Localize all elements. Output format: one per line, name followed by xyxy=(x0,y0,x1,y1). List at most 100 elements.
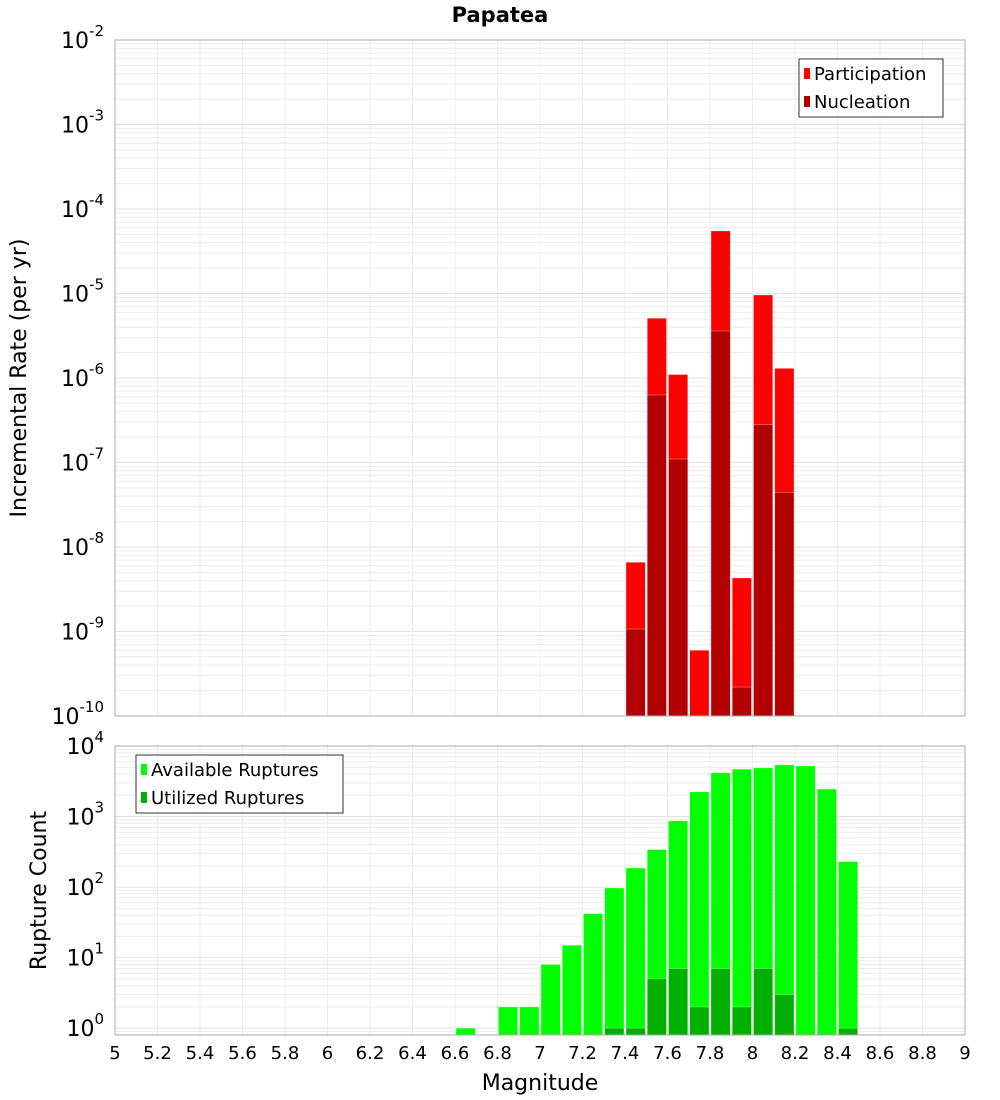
bar-available-ruptures xyxy=(561,944,582,1036)
bar-utilized-ruptures xyxy=(774,994,795,1036)
x-tick-label: 8.8 xyxy=(908,1043,937,1064)
x-tick-label: 5.8 xyxy=(271,1043,300,1064)
bar-available-ruptures xyxy=(731,768,752,1036)
bar-available-ruptures xyxy=(604,887,625,1036)
plot-border xyxy=(114,39,966,717)
legend: Available Ruptures Utilized Ruptures xyxy=(135,754,344,814)
bar-utilized-ruptures xyxy=(689,1006,710,1036)
y-tick-base: 10 xyxy=(61,198,89,223)
y-tick-exponent: -6 xyxy=(89,360,104,378)
y-axis-label: Rupture Count xyxy=(27,811,52,971)
y-tick-label: 102 xyxy=(66,869,104,901)
y-tick-label: 100 xyxy=(66,1010,104,1042)
bar-available-ruptures xyxy=(455,1027,476,1036)
bar-nucleation xyxy=(753,424,774,717)
y-tick-base: 10 xyxy=(66,876,94,901)
y-tick-base: 10 xyxy=(66,947,94,972)
x-tick-label: 7 xyxy=(534,1043,545,1064)
bar-utilized-ruptures xyxy=(753,968,774,1036)
bar-nucleation xyxy=(731,686,752,717)
y-tick-exponent: 0 xyxy=(94,1010,104,1028)
y-tick-label: 10-2 xyxy=(61,22,104,54)
bar-available-ruptures xyxy=(498,1006,519,1036)
x-tick-label: 8.2 xyxy=(781,1043,810,1064)
bar-available-ruptures xyxy=(540,964,561,1036)
y-tick-label: 10-7 xyxy=(61,445,104,477)
y-tick-exponent: 3 xyxy=(94,799,104,817)
bar-utilized-ruptures xyxy=(604,1027,625,1036)
x-axis-label: Magnitude xyxy=(482,1071,599,1096)
y-tick-base: 10 xyxy=(61,621,89,646)
bar-participation xyxy=(689,649,710,717)
legend-box xyxy=(135,754,344,814)
plot-panel-0: 10-1010-910-810-710-610-510-410-310-2Inc… xyxy=(7,22,966,730)
y-tick-base: 10 xyxy=(66,735,94,760)
y-axis-label: Incremental Rate (per yr) xyxy=(7,239,32,518)
y-tick-exponent: -2 xyxy=(89,22,104,40)
y-tick-exponent: 4 xyxy=(94,728,104,746)
legend-swatch-participation xyxy=(804,68,810,79)
bar-utilized-ruptures xyxy=(668,968,689,1036)
y-tick-base: 10 xyxy=(61,114,89,139)
y-tick-base: 10 xyxy=(61,283,89,308)
bar-utilized-ruptures xyxy=(731,1006,752,1036)
bar-nucleation xyxy=(646,394,667,717)
x-tick-label: 5.6 xyxy=(228,1043,257,1064)
bar-available-ruptures xyxy=(583,913,604,1036)
y-tick-base: 10 xyxy=(66,1017,94,1042)
bar-available-ruptures xyxy=(795,765,816,1036)
x-tick-label: 6.4 xyxy=(398,1043,427,1064)
y-tick-label: 10-5 xyxy=(61,276,104,308)
y-tick-exponent: -10 xyxy=(80,698,105,716)
x-tick-label: 6 xyxy=(322,1043,333,1064)
x-tick-label: 8.4 xyxy=(823,1043,852,1064)
legend-swatch-available-ruptures xyxy=(141,764,147,775)
bar-utilized-ruptures xyxy=(625,1027,646,1036)
y-tick-label: 104 xyxy=(66,728,104,760)
bar-available-ruptures xyxy=(838,861,859,1036)
y-tick-exponent: -7 xyxy=(89,445,104,463)
legend-label: Nucleation xyxy=(814,92,910,113)
legend-swatch-utilized-ruptures xyxy=(141,792,147,803)
legend-label: Utilized Ruptures xyxy=(151,788,304,809)
bar-utilized-ruptures xyxy=(646,978,667,1036)
x-tick-label: 7.6 xyxy=(653,1043,682,1064)
legend: Participation Nucleation xyxy=(798,58,944,118)
y-tick-exponent: 2 xyxy=(94,869,104,887)
x-tick-label: 5.4 xyxy=(186,1043,215,1064)
x-tick-label: 5.2 xyxy=(143,1043,172,1064)
y-tick-label: 10-3 xyxy=(61,107,104,139)
x-tick-label: 9 xyxy=(959,1043,970,1064)
bar-utilized-ruptures xyxy=(710,968,731,1036)
y-tick-exponent: -8 xyxy=(89,529,104,547)
y-tick-label: 10-10 xyxy=(52,698,105,730)
x-tick-label: 8 xyxy=(747,1043,758,1064)
y-tick-label: 10-4 xyxy=(61,191,104,223)
y-tick-exponent: 1 xyxy=(94,940,104,958)
y-tick-exponent: -9 xyxy=(89,614,104,632)
y-tick-exponent: -5 xyxy=(89,276,104,294)
bar-available-ruptures xyxy=(689,791,710,1036)
legend-label: Available Ruptures xyxy=(151,760,319,781)
bar-utilized-ruptures xyxy=(838,1027,859,1036)
bar-available-ruptures xyxy=(816,788,837,1036)
y-tick-base: 10 xyxy=(61,29,89,54)
x-tick-label: 5 xyxy=(109,1043,120,1064)
y-tick-exponent: -4 xyxy=(89,191,104,209)
y-tick-label: 10-8 xyxy=(61,529,104,561)
y-tick-label: 101 xyxy=(66,940,104,972)
bar-nucleation xyxy=(774,492,795,717)
legend-box xyxy=(798,58,944,118)
y-tick-label: 10-6 xyxy=(61,360,104,392)
legend-label: Participation xyxy=(814,64,926,85)
x-tick-label: 6.6 xyxy=(441,1043,470,1064)
x-tick-label: 6.8 xyxy=(483,1043,512,1064)
y-tick-label: 10-9 xyxy=(61,614,104,646)
legend-swatch-nucleation xyxy=(804,96,810,107)
x-tick-label: 7.2 xyxy=(568,1043,597,1064)
x-tick-label: 7.4 xyxy=(611,1043,640,1064)
bar-nucleation xyxy=(625,628,646,717)
x-tick-label: 7.8 xyxy=(696,1043,725,1064)
